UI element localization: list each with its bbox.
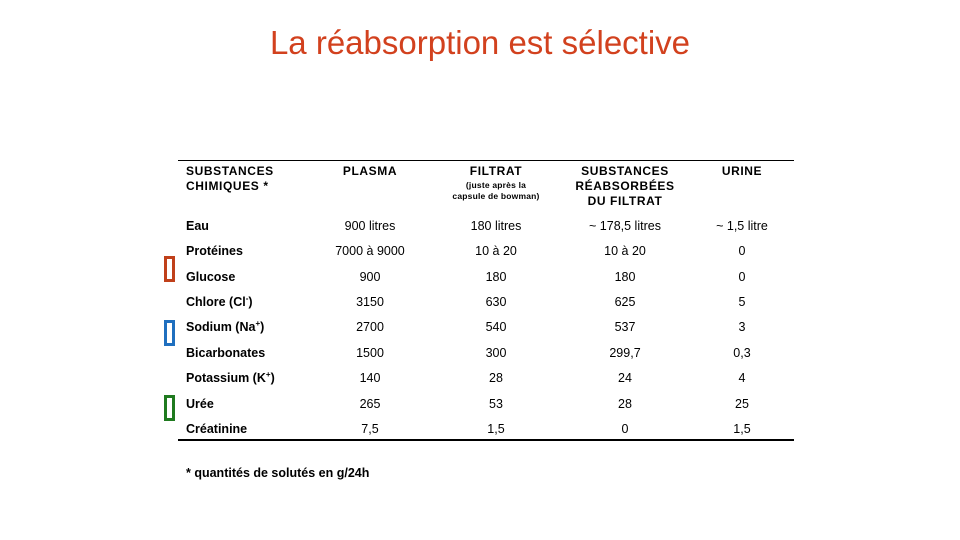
plasma-value: 900 litres — [344, 219, 396, 233]
sodium-marker — [164, 320, 175, 346]
plasma-value: 7,5 — [361, 422, 379, 436]
filtrat-value: 180 — [485, 270, 507, 284]
urine-value: 3 — [738, 320, 746, 334]
filtrat-value: 300 — [485, 346, 507, 360]
table-top-rule — [178, 160, 794, 161]
plasma-value: 140 — [359, 371, 381, 385]
urine-value: 4 — [738, 371, 746, 385]
plasma-value: 1500 — [356, 346, 384, 360]
glucose-marker — [164, 256, 175, 282]
reabsorbees-value: 24 — [618, 371, 632, 385]
table-row: Urée 265 53 28 25 — [178, 397, 794, 417]
substance-name: Potassium (K+) — [186, 369, 275, 385]
reabsorbees-value: 625 — [614, 295, 636, 309]
substance-name: Protéines — [186, 244, 243, 258]
urine-value: 0,3 — [733, 346, 751, 360]
slide-title: La réabsorption est sélective — [269, 24, 691, 61]
filtrat-value: 10 à 20 — [475, 244, 517, 258]
header-filtrat-note: (juste après la capsule de bowman) — [452, 180, 540, 201]
reabsorbees-value: 537 — [614, 320, 636, 334]
filtrat-value: 53 — [489, 397, 503, 411]
header-plasma: PLASMA — [342, 164, 398, 178]
table-row: Sodium (Na+) 2700 540 537 3 — [178, 318, 794, 340]
table-bottom-rule — [178, 439, 794, 441]
header-urine: URINE — [721, 164, 763, 178]
table-row: Protéines 7000 à 9000 10 à 20 10 à 20 0 — [178, 244, 794, 264]
table-row: Bicarbonates 1500 300 299,7 0,3 — [178, 346, 794, 366]
urine-value: 0 — [738, 270, 746, 284]
plasma-value: 2700 — [356, 320, 384, 334]
header-substances: SUBSTANCES CHIMIQUES * — [186, 164, 274, 193]
table-row: Créatinine 7,5 1,5 0 1,5 — [178, 422, 794, 442]
substance-name: Glucose — [186, 270, 236, 284]
table-row: Glucose 900 180 180 0 — [178, 270, 794, 290]
table-row: Chlore (Cl-) 3150 630 625 5 — [178, 293, 794, 315]
reabsorbees-value: 10 à 20 — [604, 244, 646, 258]
reabsorbees-value: 0 — [621, 422, 629, 436]
uree-marker — [164, 395, 175, 421]
substance-name: Eau — [186, 219, 209, 233]
filtrat-value: 1,5 — [487, 422, 505, 436]
substance-name: Chlore (Cl-) — [186, 293, 253, 309]
filtrat-value: 630 — [485, 295, 507, 309]
substance-name: Urée — [186, 397, 214, 411]
urine-value: 0 — [738, 244, 746, 258]
reabsorbees-value: 299,7 — [609, 346, 641, 360]
substance-name: Sodium (Na+) — [186, 318, 265, 334]
table-row: Potassium (K+) 140 28 24 4 — [178, 369, 794, 391]
plasma-value: 900 — [359, 270, 381, 284]
plasma-value: 7000 à 9000 — [335, 244, 405, 258]
substance-name: Créatinine — [186, 422, 248, 436]
footnote: * quantités de solutés en g/24h — [186, 466, 370, 480]
urine-value: 25 — [735, 397, 749, 411]
urine-value: 5 — [738, 295, 746, 309]
filtrat-value: 28 — [489, 371, 503, 385]
reabsorbees-value: 28 — [618, 397, 632, 411]
filtrat-value: 180 litres — [470, 219, 522, 233]
urine-value: ~ 1,5 litre — [716, 219, 768, 233]
plasma-value: 3150 — [356, 295, 384, 309]
header-filtrat: FILTRAT (juste après la capsule de bowma… — [434, 164, 558, 202]
table-row: Eau 900 litres 180 litres ~ 178,5 litres ~ 1… — [178, 219, 794, 239]
reabsorbees-value: ~ 178,5 litres — [589, 219, 661, 233]
substance-name: Bicarbonates — [186, 346, 266, 360]
filtrat-value: 540 — [485, 320, 507, 334]
plasma-value: 265 — [359, 397, 381, 411]
reabsorbees-value: 180 — [614, 270, 636, 284]
header-reabsorbees: SUBSTANCES RÉABSORBÉES DU FILTRAT — [575, 164, 675, 208]
urine-value: 1,5 — [733, 422, 751, 436]
